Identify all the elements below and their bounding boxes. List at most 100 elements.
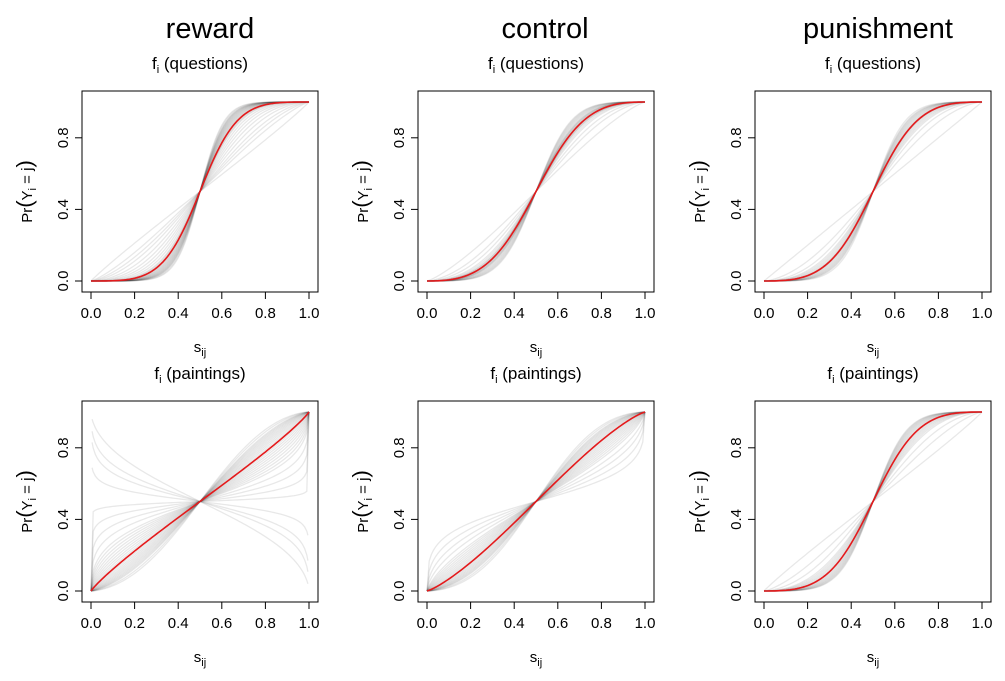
mean-curve [91, 101, 309, 282]
panel-title-reward-paintings: fi (paintings) [154, 364, 245, 386]
panel-reward-paintings: fi (paintings)0.0 0.2 0.4 0.6 0.8 1.00.00.40.… [12, 364, 319, 669]
panel-title-control-questions: fi (questions) [488, 54, 584, 76]
x-tick-label: 0.2 [797, 615, 818, 632]
x-axis: 0.0 0.2 0.4 0.6 0.8 1.0 [417, 602, 656, 632]
x-tick-label: 0.6 [211, 615, 232, 632]
y-tick-label: 0.4 [391, 199, 408, 220]
y-tick-label: 0.0 [55, 271, 72, 292]
mean-curve [764, 411, 982, 592]
y-tick-label: 0.4 [391, 509, 408, 530]
y-tick-label: 0.8 [55, 127, 72, 148]
x-tick-label: 0.6 [884, 615, 905, 632]
y-axis-label: Pr(Yi = j) [685, 470, 712, 533]
y-axis-label: Pr(Yi = j) [348, 470, 375, 533]
plot-frame [754, 90, 992, 293]
panel-control-paintings: fi (paintings) 0.0 0.2 0.4 0.6 0.8 1.0 0.0 0.4 0.… [348, 364, 655, 669]
x-tick-label: 0.0 [81, 615, 102, 632]
x-tick-label: 1.0 [299, 305, 320, 322]
plot-frame [81, 400, 319, 603]
panel-grid: fi (questions)0.0 0.2 0.4 0.6 0.8 1.00.00.40.… [12, 54, 992, 669]
panel-control-questions: fi (questions)0.0 0.2 0.4 0.6 0.8 1.00.00.40.… [348, 54, 655, 359]
x-axis-label: sij [194, 339, 206, 359]
y-axis-label: Pr(Yi = j) [12, 470, 39, 533]
mean-curve [427, 101, 645, 282]
x-tick-label: 0.8 [591, 615, 612, 632]
column-title-control: control [501, 13, 588, 45]
y-axis: 0.0 0.4 0.8 [728, 437, 755, 601]
panel-reward-questions: fi (questions) 0.0 0.2 0.4 0.6 0.8 1.0 0.0 0.4 0.… [12, 54, 319, 359]
plot-frame [417, 400, 655, 603]
x-tick-label: 0.8 [928, 615, 949, 632]
y-tick-label: 0.8 [55, 437, 72, 458]
x-tick-label: 0.0 [754, 305, 775, 322]
y-tick-label: 0.8 [391, 127, 408, 148]
series-group-punishment-questions [763, 101, 983, 282]
x-axis: 0.0 0.2 0.4 0.6 0.8 1.0 [754, 602, 993, 632]
column-title-reward: reward [166, 13, 255, 45]
x-tick-label: 0.0 [417, 305, 438, 322]
x-axis-label: sij [530, 339, 542, 359]
x-tick-label: 1.0 [972, 615, 993, 632]
panel-punishment-paintings: fi (paintings) 0.0 0.2 0.4 0.6 0.8 1.0 0.00.40.… [685, 364, 992, 669]
x-tick-label: 0.6 [211, 305, 232, 322]
mean-curve [426, 411, 646, 592]
y-tick-label: 0.8 [728, 127, 745, 148]
series-group-punishment-paintings [763, 411, 983, 592]
mean-curve [764, 101, 982, 282]
plot-frame [417, 90, 655, 293]
panel-title-reward-questions: fi (questions) [152, 54, 248, 76]
y-tick-label: 0.4 [55, 199, 72, 220]
y-axis: 0.0 0.4 0.8 [391, 437, 418, 601]
series-group-control-paintings [426, 411, 646, 592]
x-tick-label: 0.4 [841, 615, 862, 632]
x-tick-label: 0.2 [460, 305, 481, 322]
y-axis-label: Pr(Yi = j) [12, 160, 39, 223]
x-axis-label: sij [867, 649, 879, 669]
x-tick-label: 0.4 [168, 615, 189, 632]
y-tick-label: 0.4 [55, 509, 72, 530]
x-tick-label: 0.2 [124, 305, 145, 322]
y-tick-label: 0.8 [728, 437, 745, 458]
x-tick-label: 0.2 [460, 615, 481, 632]
x-tick-label: 0.6 [547, 305, 568, 322]
x-axis: 0.0 0.2 0.4 0.6 0.8 1.0 [417, 292, 655, 322]
x-axis: 0.0 0.2 0.4 0.6 0.8 1.0 [81, 602, 320, 632]
series-group-reward-questions [90, 101, 310, 282]
x-tick-label: 0.4 [168, 305, 189, 322]
x-tick-label: 1.0 [972, 305, 993, 322]
x-tick-label: 0.4 [504, 305, 525, 322]
y-axis-label: Pr(Yi = j) [348, 160, 375, 223]
y-tick-label: 0.0 [728, 581, 745, 602]
series-group-control-questions [426, 101, 646, 282]
x-tick-label: 1.0 [299, 615, 320, 632]
x-tick-label: 1.0 [635, 615, 656, 632]
y-axis: 0.0 0.4 0.8 [55, 127, 82, 291]
x-tick-label: 0.6 [884, 305, 905, 322]
y-axis: 0.0 0.4 0.8 [391, 127, 418, 291]
y-tick-label: 0.0 [728, 271, 745, 292]
panel-title-control-paintings: fi (paintings) [490, 364, 581, 386]
panel-title-punishment-paintings: fi (paintings) [827, 364, 918, 386]
y-tick-label: 0.0 [391, 581, 408, 602]
x-tick-label: 0.8 [591, 305, 612, 322]
x-tick-label: 0.4 [504, 615, 525, 632]
series-group-reward-paintings [90, 411, 310, 592]
x-axis-label: sij [530, 649, 542, 669]
y-tick-label: 0.0 [391, 271, 408, 292]
x-tick-label: 0.6 [547, 615, 568, 632]
x-tick-label: 0.0 [754, 615, 775, 632]
mean-curve [90, 411, 310, 592]
column-title-punishment: punishment [803, 13, 953, 45]
plot-frame [754, 400, 992, 603]
plot-frame [81, 90, 319, 293]
x-axis-label: sij [194, 649, 206, 669]
y-axis-label: Pr(Yi = j) [685, 160, 712, 223]
panel-punishment-questions: fi (questions)0.0 0.2 0.4 0.6 0.8 1.00.00.40.… [685, 54, 992, 359]
x-tick-label: 0.8 [255, 305, 276, 322]
y-tick-label: 0.0 [55, 581, 72, 602]
x-tick-label: 0.4 [841, 305, 862, 322]
x-axis: 0.0 0.2 0.4 0.6 0.8 1.0 [754, 292, 993, 322]
y-axis: 0.0 0.4 0.8 [55, 437, 82, 601]
y-tick-label: 0.8 [391, 437, 408, 458]
